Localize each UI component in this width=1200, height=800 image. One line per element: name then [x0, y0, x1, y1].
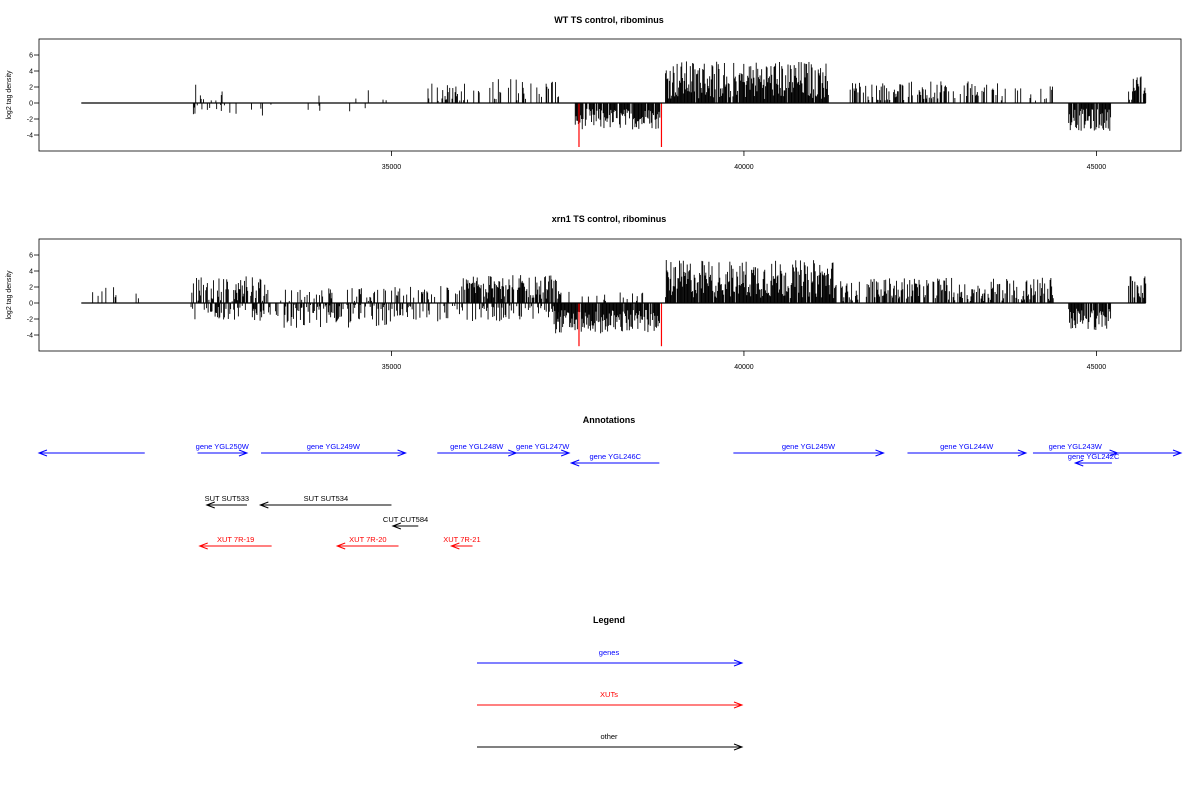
- xrn1-y-axis-label: log2 tag density: [6, 270, 13, 320]
- annotation-gene-arrowhead: [508, 449, 518, 457]
- annotation-gene-arrowhead: [560, 449, 571, 457]
- annotation-xut: XUT 7R-21: [443, 535, 481, 550]
- wt-y-tick-label: -2: [27, 117, 33, 124]
- wt-plot-frame: [38, 38, 1182, 152]
- xrn1-axes: -4 -2 0 2 4 6 35000 40000 45000: [27, 253, 1106, 372]
- wt-y-tick-label: 6: [29, 53, 33, 60]
- xrn1-signal-panel: xrn1 TS control, ribominus log2 tag dens…: [6, 214, 1182, 372]
- annotation-gene-arrowhead: [1017, 449, 1028, 457]
- wt-signal-bars: [81, 61, 1147, 147]
- xrn1-y-tick-label: -2: [27, 317, 33, 324]
- annotation-label: gene YGL245W: [782, 442, 836, 451]
- annotation-gene: gene YGL245W: [733, 442, 885, 457]
- wt-axes: -4 -2 0 2 4 6 35000 40000 45000: [27, 53, 1106, 172]
- annotation-label: gene YGL243W: [1049, 442, 1103, 451]
- annotation-gene-arrowhead: [1073, 459, 1084, 467]
- annotation-label: XUT 7R-19: [217, 535, 254, 544]
- xrn1-y-tick-label: 6: [29, 253, 33, 260]
- wt-x-tick-label: 35000: [382, 164, 402, 171]
- annotation-xut: XUT 7R-20: [335, 535, 399, 550]
- xrn1-y-tick-label: 4: [29, 269, 33, 276]
- annotation-gene-arrowhead: [37, 449, 48, 457]
- annotation-other: SUT SUT533: [205, 494, 249, 509]
- annotation-gene-arrowhead: [238, 449, 249, 457]
- annotation-other-arrowhead: [205, 501, 215, 509]
- annotation-gene: gene YGL249W: [261, 442, 407, 457]
- legend-label: XUTs: [600, 690, 618, 699]
- annotation-gene: gene YGL247W: [516, 442, 571, 457]
- annotation-label: gene YGL247W: [516, 442, 570, 451]
- annotation-label: CUT CUT584: [383, 515, 428, 524]
- annotation-label: gene YGL244W: [940, 442, 994, 451]
- wt-y-tick-label: 4: [29, 69, 33, 76]
- annotation-gene: [37, 449, 145, 457]
- xrn1-plot-frame: [38, 238, 1182, 352]
- wt-y-axis-label: log2 tag density: [6, 70, 13, 120]
- legend-entry-gene: genes: [477, 648, 744, 667]
- annotation-label: gene YGL248W: [450, 442, 504, 451]
- annotation-label: gene YGL249W: [307, 442, 361, 451]
- legend-title: Legend: [593, 615, 625, 625]
- wt-signal-panel: WT TS control, ribominus log2 tag densit…: [6, 15, 1182, 172]
- legend-entries: genes XUTs other: [477, 648, 744, 751]
- annotation-features: gene YGL250W gene YGL249W gene YGL248W gene…: [37, 442, 1183, 550]
- annotation-other: CUT CUT584: [383, 515, 428, 530]
- annotation-gene-arrowhead: [875, 449, 885, 457]
- annotation-xut-arrowhead: [198, 542, 208, 550]
- annotation-gene: gene YGL250W: [196, 442, 250, 457]
- xrn1-x-tick-label: 45000: [1087, 364, 1107, 371]
- wt-y-tick-label: 0: [29, 101, 33, 108]
- xrn1-panel-title: xrn1 TS control, ribominus: [552, 214, 667, 224]
- xrn1-x-tick-label: 40000: [734, 364, 754, 371]
- wt-panel-title: WT TS control, ribominus: [554, 15, 664, 25]
- wt-y-tick-label: -4: [27, 133, 33, 140]
- xrn1-signal-bars: [81, 260, 1147, 347]
- legend-other-arrowhead: [733, 743, 744, 751]
- annotation-label: XUT 7R-21: [443, 535, 480, 544]
- annotation-xut-arrowhead: [449, 542, 460, 550]
- annotation-other-arrowhead: [258, 501, 269, 509]
- annotation-other-arrowhead: [391, 522, 402, 530]
- annotation-label: SUT SUT533: [205, 494, 249, 503]
- legend: Legend genes XUTs other: [477, 615, 744, 751]
- annotation-gene-arrowhead: [569, 459, 580, 467]
- legend-label: other: [600, 732, 618, 741]
- legend-xut-arrowhead: [733, 701, 744, 709]
- annotation-label: gene YGL246C: [589, 452, 641, 461]
- wt-x-tick-label: 45000: [1087, 164, 1107, 171]
- legend-label: genes: [599, 648, 620, 657]
- annotations-title: Annotations: [583, 415, 636, 425]
- annotation-gene: [1117, 449, 1183, 457]
- legend-gene-arrowhead: [733, 659, 744, 667]
- annotation-gene: gene YGL246C: [569, 452, 660, 467]
- xrn1-y-tick-label: -4: [27, 333, 33, 340]
- annotation-xut-arrowhead: [335, 542, 346, 550]
- wt-y-tick-label: 2: [29, 85, 33, 92]
- legend-entry-xut: XUTs: [477, 690, 744, 709]
- annotation-label: XUT 7R-20: [349, 535, 386, 544]
- annotation-gene: gene YGL242C: [1068, 452, 1120, 467]
- legend-entry-other: other: [477, 732, 744, 751]
- xrn1-x-tick-label: 35000: [382, 364, 402, 371]
- annotation-label: gene YGL242C: [1068, 452, 1120, 461]
- annotation-gene: gene YGL248W: [437, 442, 518, 457]
- annotation-label: gene YGL250W: [196, 442, 250, 451]
- annotation-label: SUT SUT534: [304, 494, 348, 503]
- annotation-xut: XUT 7R-19: [198, 535, 272, 550]
- annotation-gene: gene YGL244W: [907, 442, 1028, 457]
- annotation-gene-arrowhead: [1172, 449, 1183, 457]
- annotations-track: Annotations gene YGL250W gene YGL249W gene…: [37, 415, 1183, 550]
- xrn1-y-tick-label: 2: [29, 285, 33, 292]
- xrn1-y-tick-label: 0: [29, 301, 33, 308]
- annotation-other: SUT SUT534: [258, 494, 392, 509]
- wt-x-tick-label: 40000: [734, 164, 754, 171]
- annotation-gene-arrowhead: [397, 449, 407, 457]
